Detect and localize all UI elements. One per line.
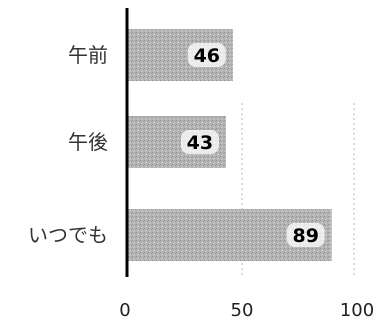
x-tick-label-100: 100 [340, 300, 374, 321]
category-label-2: 午後 [68, 130, 108, 154]
value-label-halo [187, 43, 226, 67]
x-tick-labels: 0 50 100 [119, 300, 374, 321]
value-label-1: 46 [194, 45, 220, 67]
value-label-3: 89 [292, 225, 318, 247]
x-tick-label-50: 50 [231, 300, 254, 321]
bars: 46 43 89 [127, 29, 332, 261]
category-label-1: 午前 [68, 43, 108, 67]
category-label-3: いつでも [28, 223, 108, 247]
value-label-2: 43 [187, 132, 213, 154]
value-label-halo [180, 130, 219, 154]
x-tick-label-0: 0 [119, 300, 130, 321]
value-label-halo [286, 223, 325, 247]
